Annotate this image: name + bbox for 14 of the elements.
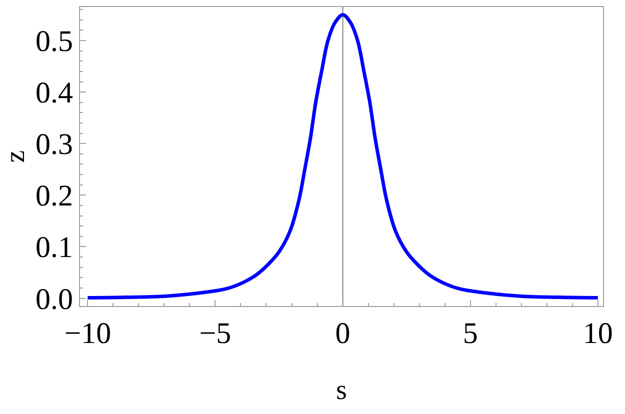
line-series	[86, 12, 600, 300]
y-tick-label: 0.4	[36, 76, 73, 110]
x-tick-label: −10	[64, 317, 112, 350]
y-tick-label: 0.3	[36, 128, 73, 162]
x-tick-label: 10	[582, 317, 613, 350]
x-tick-label: 5	[462, 317, 478, 350]
x-tick-label: 0	[335, 317, 350, 350]
y-tick-label: 0.0	[36, 282, 73, 316]
y-tick-label: 0.2	[36, 180, 73, 213]
y-tick-label: 0.1	[36, 231, 73, 264]
y-axis-title: z	[0, 150, 31, 163]
y-tick-label: 0.5	[36, 25, 73, 58]
x-tick-label: −5	[199, 317, 232, 350]
x-axis-title: s	[336, 375, 347, 406]
